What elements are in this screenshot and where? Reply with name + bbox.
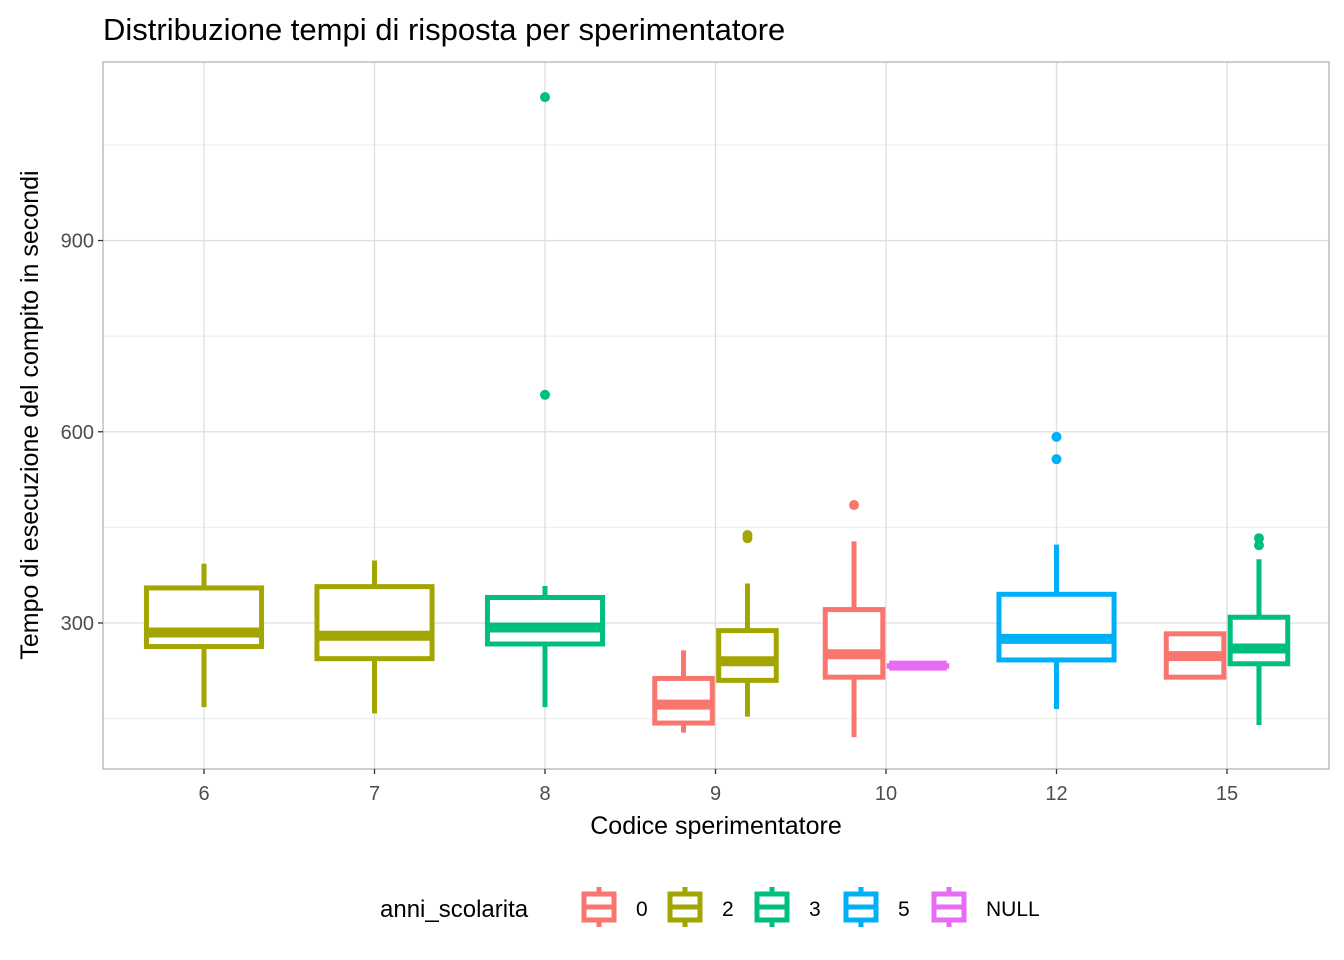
x-tick-label: 8 <box>539 783 550 805</box>
boxplot-15-3 <box>1227 533 1291 725</box>
legend-item-NULL: NULL <box>931 887 1040 927</box>
x-axis: 6 7 8 9 10 12 15 <box>198 769 1238 805</box>
boxplot-15-0 <box>1163 631 1227 680</box>
outlier-point <box>1051 431 1062 442</box>
x-tick-label: 15 <box>1216 783 1238 805</box>
legend-item-5: 5 <box>843 887 910 927</box>
legend-label: 0 <box>636 898 648 921</box>
x-tick-label: 7 <box>369 783 380 805</box>
legend-label: NULL <box>986 898 1040 921</box>
boxplot-10-0 <box>822 500 886 738</box>
legend-item-2: 2 <box>667 887 734 927</box>
legend: anni_scolarita 0 2 3 5 NULL <box>380 887 1040 927</box>
boxplot-8-3 <box>484 92 606 708</box>
box-iqr <box>1227 614 1291 667</box>
boxplot-7-2 <box>314 560 435 714</box>
box-iqr <box>314 584 435 662</box>
y-axis-title: Tempo di esecuzione del compito in secon… <box>16 170 44 659</box>
x-axis-title: Codice sperimentatore <box>590 812 842 840</box>
grid <box>103 62 1329 769</box>
outlier-point <box>1253 540 1264 551</box>
chart-title: Distribuzione tempi di risposta per sper… <box>103 12 785 47</box>
outlier-point <box>1253 533 1264 544</box>
y-tick-label: 900 <box>61 231 94 253</box>
boxplots <box>143 92 1291 738</box>
box-iqr <box>716 628 779 683</box>
legend-title: anni_scolarita <box>380 896 529 923</box>
boxplot-6-2 <box>143 563 265 708</box>
boxplot-9-2 <box>716 530 779 717</box>
x-tick-label: 12 <box>1045 783 1067 805</box>
box-iqr <box>484 594 606 647</box>
x-tick-label: 9 <box>710 783 721 805</box>
outlier-point <box>742 530 753 541</box>
legend-item-3: 3 <box>754 887 821 927</box>
outlier-point <box>1051 454 1062 465</box>
legend-items: 0 2 3 5 NULL <box>581 887 1040 927</box>
y-tick-label: 600 <box>61 422 94 444</box>
legend-label: 2 <box>722 898 734 921</box>
y-axis: 300 600 900 <box>61 231 103 635</box>
legend-item-0: 0 <box>581 887 648 927</box>
legend-label: 5 <box>898 898 910 921</box>
boxplot-9-0 <box>652 650 715 733</box>
boxplot-12-5 <box>996 431 1117 710</box>
outlier-point <box>849 500 860 511</box>
outlier-point <box>540 92 550 103</box>
x-tick-label: 10 <box>875 783 897 805</box>
legend-label: 3 <box>809 898 821 921</box>
boxplot-10-NULL <box>886 660 950 671</box>
x-tick-label: 6 <box>198 783 209 805</box>
y-tick-label: 300 <box>61 613 94 635</box>
box-iqr <box>822 607 886 680</box>
outlier-point <box>540 389 550 400</box>
box-iqr <box>143 585 265 650</box>
box-iqr <box>996 591 1117 663</box>
